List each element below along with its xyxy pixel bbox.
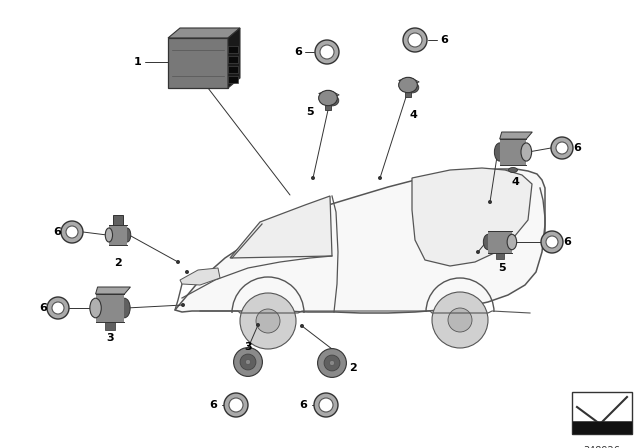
Text: 5: 5 xyxy=(498,263,506,273)
Circle shape xyxy=(300,324,304,328)
Circle shape xyxy=(476,250,480,254)
Circle shape xyxy=(403,28,427,52)
Polygon shape xyxy=(412,168,532,266)
Polygon shape xyxy=(168,28,240,38)
Circle shape xyxy=(311,176,315,180)
Circle shape xyxy=(185,270,189,274)
Circle shape xyxy=(488,200,492,204)
Text: 2: 2 xyxy=(349,363,357,373)
Text: 6: 6 xyxy=(294,47,302,57)
Circle shape xyxy=(378,176,382,180)
Ellipse shape xyxy=(399,78,417,93)
Circle shape xyxy=(240,293,296,349)
Polygon shape xyxy=(175,169,545,313)
Circle shape xyxy=(541,231,563,253)
Polygon shape xyxy=(228,28,240,88)
Bar xyxy=(500,139,526,165)
Circle shape xyxy=(408,33,422,47)
Circle shape xyxy=(52,302,64,314)
Bar xyxy=(109,225,127,245)
Circle shape xyxy=(47,297,69,319)
Text: 5: 5 xyxy=(306,107,314,117)
Ellipse shape xyxy=(507,234,516,250)
Circle shape xyxy=(245,359,251,365)
Ellipse shape xyxy=(105,228,113,242)
Ellipse shape xyxy=(494,143,505,161)
Text: 6: 6 xyxy=(39,303,47,313)
Text: 3: 3 xyxy=(244,342,252,352)
Polygon shape xyxy=(500,132,532,139)
Ellipse shape xyxy=(319,90,337,106)
Ellipse shape xyxy=(483,234,493,250)
Bar xyxy=(228,66,238,73)
Text: 4: 4 xyxy=(409,110,417,120)
Text: 6: 6 xyxy=(299,400,307,410)
Circle shape xyxy=(319,398,333,412)
Bar xyxy=(105,322,115,330)
Bar xyxy=(406,90,410,97)
Circle shape xyxy=(324,355,340,371)
Polygon shape xyxy=(113,215,123,225)
Circle shape xyxy=(66,226,78,238)
Text: 2: 2 xyxy=(114,258,122,268)
Text: 4: 4 xyxy=(511,177,519,187)
Circle shape xyxy=(556,142,568,154)
Circle shape xyxy=(314,393,338,417)
Text: 3: 3 xyxy=(106,333,114,343)
Bar xyxy=(228,46,238,53)
Circle shape xyxy=(61,221,83,243)
Bar xyxy=(228,56,238,63)
Text: 6: 6 xyxy=(53,227,61,237)
Circle shape xyxy=(234,348,262,376)
Bar xyxy=(95,294,124,322)
Circle shape xyxy=(330,360,335,366)
Circle shape xyxy=(315,40,339,64)
Bar xyxy=(572,392,632,434)
Bar xyxy=(572,421,632,434)
Circle shape xyxy=(551,137,573,159)
Ellipse shape xyxy=(124,228,131,242)
Polygon shape xyxy=(180,268,220,285)
Text: 6: 6 xyxy=(563,237,571,247)
Bar xyxy=(496,253,504,259)
Polygon shape xyxy=(399,78,419,85)
Circle shape xyxy=(320,45,334,59)
Circle shape xyxy=(317,349,346,377)
Bar xyxy=(228,76,238,83)
Circle shape xyxy=(546,236,558,248)
Circle shape xyxy=(240,354,256,370)
Text: 6: 6 xyxy=(209,400,217,410)
Bar xyxy=(168,38,228,88)
Ellipse shape xyxy=(521,143,532,161)
Circle shape xyxy=(176,260,180,264)
Text: 348926: 348926 xyxy=(584,446,620,448)
Ellipse shape xyxy=(406,82,419,93)
Ellipse shape xyxy=(509,168,518,172)
Circle shape xyxy=(229,398,243,412)
Bar xyxy=(488,231,512,253)
Ellipse shape xyxy=(90,298,101,318)
Polygon shape xyxy=(230,196,332,258)
Polygon shape xyxy=(319,90,339,98)
Text: 6: 6 xyxy=(440,35,448,45)
Text: 1: 1 xyxy=(134,57,142,67)
Circle shape xyxy=(224,393,248,417)
Text: 6: 6 xyxy=(573,143,581,153)
Polygon shape xyxy=(95,287,131,294)
Circle shape xyxy=(256,309,280,333)
Ellipse shape xyxy=(326,95,339,106)
Circle shape xyxy=(432,292,488,348)
Circle shape xyxy=(256,323,260,327)
Ellipse shape xyxy=(119,298,130,318)
Circle shape xyxy=(181,303,185,307)
Circle shape xyxy=(448,308,472,332)
Bar xyxy=(326,103,330,110)
